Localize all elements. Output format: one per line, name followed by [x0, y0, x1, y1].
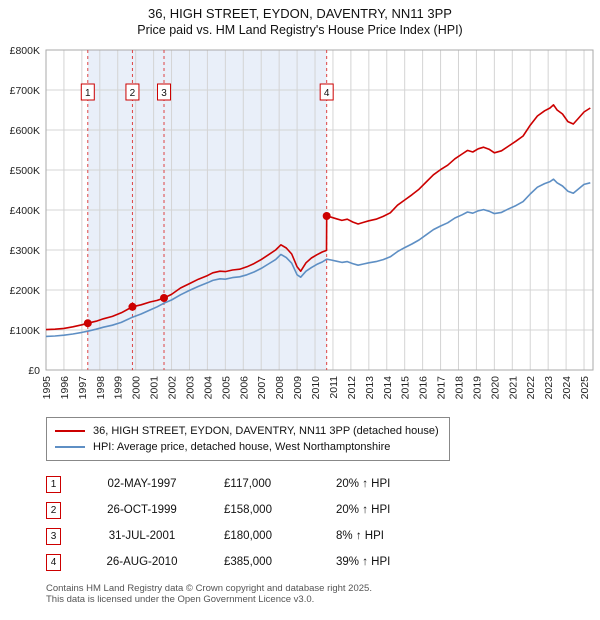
x-axis-tick-label: 2002 [167, 376, 179, 400]
sale-point-dot [83, 319, 92, 328]
x-axis-tick-label: 2009 [292, 376, 304, 400]
hpi-line [45, 178, 591, 338]
transaction-hpi-delta: 39% ↑ HPI [336, 556, 391, 568]
sale-marker-box [125, 83, 140, 101]
transaction-date: 31-JUL-2001 [108, 530, 176, 542]
x-axis-tick-label: 1999 [113, 376, 125, 400]
y-axis-tick-label: £700K [10, 85, 40, 97]
sale-marker-box [80, 83, 95, 101]
sale-marker-number: 1 [85, 88, 91, 99]
legend-label: HPI: Average price, detached house, West… [93, 441, 391, 453]
x-axis-tick-label: 2016 [418, 376, 430, 400]
transaction-number-box: 2 [46, 501, 61, 519]
transaction-price: £117,000 [224, 478, 272, 490]
transaction-price: £158,000 [224, 504, 272, 516]
sale-point-dot [322, 212, 331, 220]
transactions-table: 1 02-MAY-1997 £117,000 20% ↑ HPI 2 26-OCT-199… [46, 471, 600, 575]
footer-line-2: This data is licensed under the Open Gov… [46, 594, 315, 605]
x-axis-tick-label: 2013 [364, 376, 376, 400]
transaction-hpi-delta: 20% ↑ HPI [336, 478, 391, 490]
transaction-row: 4 26-AUG-2010 £385,000 39% ↑ HPI [46, 549, 600, 575]
x-axis-tick-label: 2014 [382, 376, 394, 400]
legend-line-swatch [55, 446, 85, 448]
x-axis-tick-label: 2023 [543, 376, 555, 400]
legend-label: 36, HIGH STREET, EYDON, DAVENTRY, NN11 3… [93, 425, 439, 437]
x-axis-tick-label: 2005 [220, 376, 232, 400]
transaction-number-box: 4 [46, 553, 61, 571]
transaction-hpi-delta: 20% ↑ HPI [336, 504, 391, 516]
transaction-number-box: 3 [46, 527, 61, 545]
transaction-date: 26-AUG-2010 [106, 556, 178, 568]
x-axis-tick-label: 2021 [507, 376, 519, 400]
x-axis-tick-label: 2000 [131, 376, 143, 400]
legend-line-swatch [55, 430, 85, 432]
sale-marker-box [157, 83, 172, 101]
transaction-row: 2 26-OCT-1999 £158,000 20% ↑ HPI [46, 497, 600, 523]
x-axis-tick-label: 2020 [489, 376, 501, 400]
x-axis-tick-label: 2003 [184, 376, 196, 400]
x-axis-tick-label: 2007 [256, 376, 268, 400]
x-axis-tick-label: 1998 [95, 376, 107, 400]
sale-marker-number: 4 [324, 88, 330, 99]
footer-line-1: Contains HM Land Registry data © Crown c… [46, 583, 372, 594]
legend-item: 36, HIGH STREET, EYDON, DAVENTRY, NN11 3… [55, 423, 439, 439]
transaction-number-box: 1 [46, 475, 61, 493]
x-axis-tick-label: 1997 [77, 376, 89, 400]
sale-marker-box [319, 83, 334, 101]
transaction-row: 1 02-MAY-1997 £117,000 20% ↑ HPI [46, 471, 600, 497]
x-axis-tick-label: 2008 [274, 376, 286, 400]
page-subtitle: Price paid vs. HM Land Registry's House … [137, 23, 463, 37]
y-axis-tick-label: £800K [10, 45, 40, 57]
legend-item: HPI: Average price, detached house, West… [55, 439, 439, 455]
house-price-chart-page: 36, HIGH STREET, EYDON, DAVENTRY, NN11 3… [10, 6, 600, 605]
chart-legend: 36, HIGH STREET, EYDON, DAVENTRY, NN11 3… [46, 417, 450, 461]
plot-border [45, 49, 594, 371]
x-axis-tick-label: 2024 [561, 376, 573, 400]
license-footer: Contains HM Land Registry data © Crown c… [46, 583, 600, 605]
y-axis-tick-label: £300K [10, 245, 40, 257]
sale-marker-number: 3 [161, 88, 167, 99]
x-axis-tick-label: 2017 [436, 376, 448, 400]
transaction-row: 3 31-JUL-2001 £180,000 8% ↑ HPI [46, 523, 600, 549]
x-axis-tick-label: 2025 [579, 376, 591, 400]
x-axis-tick-label: 2015 [400, 376, 412, 400]
y-axis-tick-label: £600K [10, 125, 40, 137]
transaction-price: £385,000 [224, 556, 272, 568]
x-axis-tick-label: 2006 [238, 376, 250, 400]
y-axis-tick-label: £100K [10, 325, 40, 337]
y-axis-tick-label: £400K [10, 205, 40, 217]
page-title: 36, HIGH STREET, EYDON, DAVENTRY, NN11 3… [148, 6, 452, 21]
price-history-chart: £0 £100K £200K £300K £400K £500K £600K £700K £80… [10, 45, 594, 400]
x-axis-tick-label: 2010 [310, 376, 322, 400]
x-axis-tick-label: 2019 [471, 376, 483, 400]
x-axis-tick-label: 2004 [202, 376, 214, 400]
sale-marker-number: 2 [130, 88, 136, 99]
y-axis-tick-label: £500K [10, 165, 40, 177]
transaction-date: 02-MAY-1997 [107, 478, 177, 490]
x-axis-tick-label: 1996 [59, 376, 71, 400]
y-axis-tick-label: £200K [10, 285, 40, 297]
x-axis-tick-label: 1995 [41, 376, 53, 400]
y-axis-tick-label: £0 [28, 365, 40, 377]
x-axis-tick-label: 2011 [328, 376, 340, 399]
x-axis-tick-label: 2022 [525, 376, 537, 400]
x-axis-tick-label: 2001 [149, 376, 161, 400]
transaction-hpi-delta: 8% ↑ HPI [336, 530, 384, 542]
transaction-date: 26-OCT-1999 [107, 504, 177, 516]
x-axis-tick-label: 2012 [346, 376, 358, 400]
transaction-price: £180,000 [224, 530, 272, 542]
sale-point-dot [160, 294, 169, 302]
sale-point-dot [128, 302, 137, 311]
x-axis-tick-label: 2018 [453, 376, 465, 400]
